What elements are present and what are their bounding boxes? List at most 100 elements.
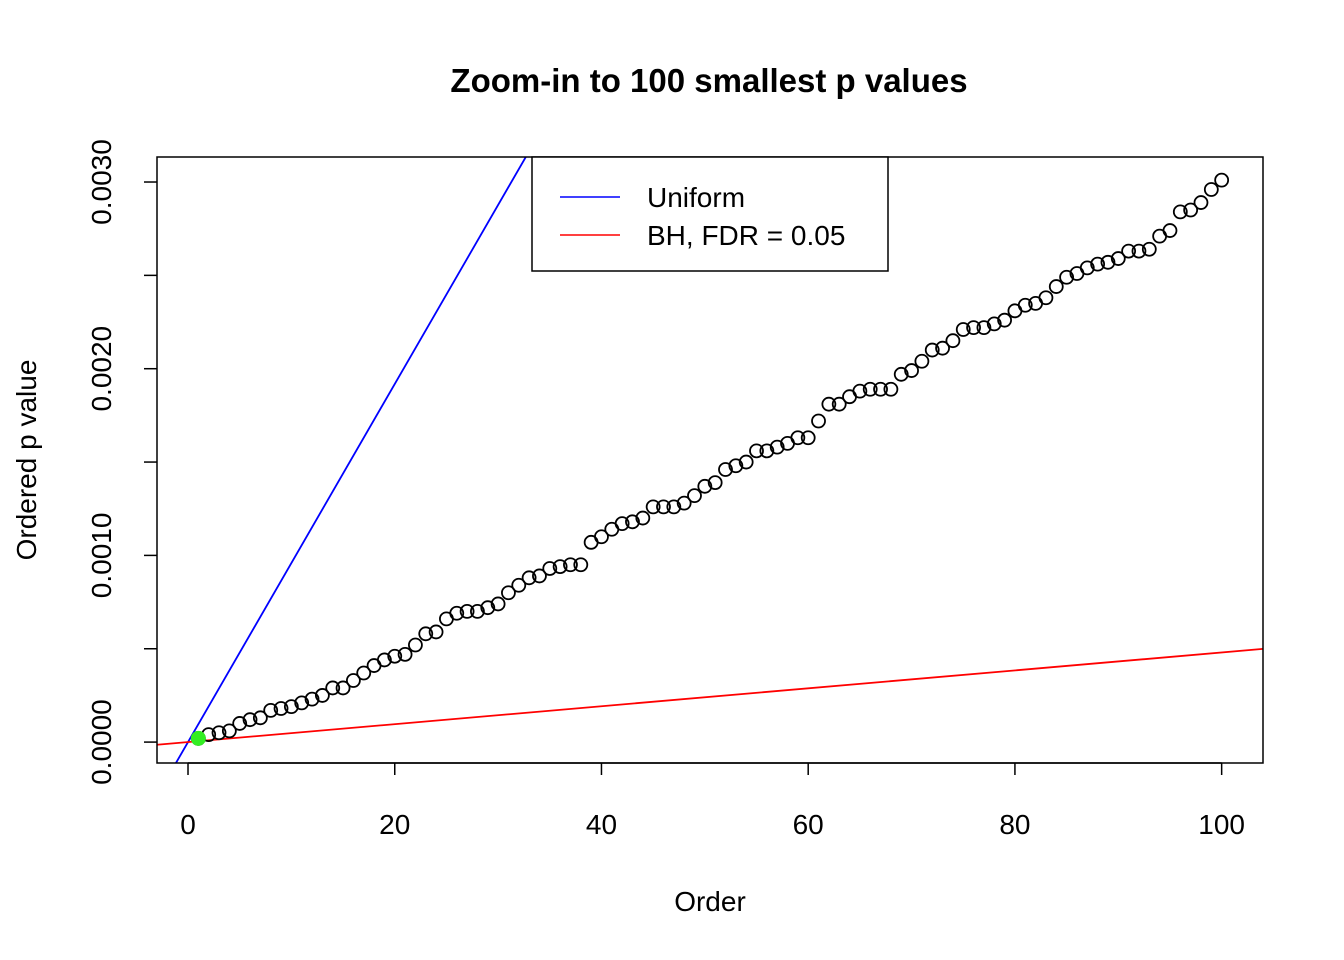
data-point xyxy=(449,605,465,621)
y-tick-label: 0.0000 xyxy=(86,699,117,785)
legend: Uniform BH, FDR = 0.05 xyxy=(531,156,889,272)
data-point xyxy=(1193,195,1209,210)
data-point xyxy=(1048,279,1064,294)
data-point xyxy=(697,478,713,494)
data-point xyxy=(521,570,537,586)
data-point xyxy=(594,529,609,545)
data-point xyxy=(480,600,496,616)
legend-box xyxy=(531,156,889,272)
data-point xyxy=(242,712,258,728)
x-tick-label: 60 xyxy=(793,809,824,840)
legend-label-uniform: Uniform xyxy=(647,182,745,213)
data-point xyxy=(852,383,868,399)
data-point xyxy=(387,648,403,664)
data-point xyxy=(1059,269,1075,285)
data-point xyxy=(252,710,268,726)
data-point xyxy=(1141,241,1157,257)
data-point xyxy=(501,585,516,601)
data-point xyxy=(904,363,919,378)
data-point xyxy=(821,396,837,412)
data-point xyxy=(211,725,227,741)
data-point xyxy=(831,396,847,412)
data-point xyxy=(966,320,981,336)
data-point xyxy=(997,312,1012,328)
data-point xyxy=(345,673,361,688)
data-point xyxy=(1183,202,1199,218)
data-point xyxy=(1090,256,1106,272)
data-point xyxy=(924,342,940,358)
data-point xyxy=(232,716,248,731)
data-point xyxy=(790,430,806,446)
data-point xyxy=(1203,182,1219,197)
data-point xyxy=(749,443,764,459)
data-point xyxy=(811,413,826,429)
data-point xyxy=(1214,172,1230,188)
data-point xyxy=(356,665,372,681)
data-point xyxy=(428,624,444,640)
data-point xyxy=(666,499,682,515)
data-point xyxy=(1017,297,1033,313)
data-point xyxy=(1162,223,1178,238)
data-point xyxy=(1172,204,1188,220)
data-point xyxy=(542,561,558,576)
x-tick-label: 80 xyxy=(999,809,1030,840)
data-point xyxy=(728,458,744,474)
highlighted-point xyxy=(190,730,206,746)
data-point xyxy=(1131,243,1147,259)
data-point xyxy=(759,443,775,459)
y-tick-label: 0.0010 xyxy=(86,513,117,599)
data-point xyxy=(294,695,310,711)
data-point xyxy=(459,604,475,619)
data-point xyxy=(893,366,909,382)
data-point xyxy=(914,353,930,369)
data-point xyxy=(490,596,506,612)
x-tick-label: 40 xyxy=(586,809,617,840)
data-point xyxy=(325,680,341,696)
uniform-line xyxy=(174,157,527,763)
data-point xyxy=(304,691,320,707)
data-point xyxy=(552,559,568,575)
data-point xyxy=(883,381,899,397)
data-point xyxy=(511,577,527,593)
y-axis-label: Ordered p value xyxy=(11,360,42,561)
data-point xyxy=(707,475,723,490)
data-point xyxy=(718,462,733,477)
data-point xyxy=(532,568,547,584)
data-point xyxy=(1121,243,1137,259)
data-point xyxy=(862,381,878,397)
data-point xyxy=(335,680,351,696)
data-point xyxy=(687,488,702,504)
data-point xyxy=(1110,251,1126,266)
x-tick-label: 0 xyxy=(180,809,196,840)
data-point xyxy=(645,499,661,515)
data-point xyxy=(470,604,485,619)
data-point xyxy=(976,320,992,336)
data-point xyxy=(945,333,961,349)
data-point xyxy=(656,499,671,515)
data-point xyxy=(635,510,651,526)
data-point xyxy=(955,322,971,337)
data-point xyxy=(221,723,237,739)
data-point xyxy=(563,557,578,573)
data-point xyxy=(1100,254,1116,270)
data-point xyxy=(377,652,392,668)
data-point xyxy=(263,702,279,718)
data-point xyxy=(408,637,423,653)
data-point xyxy=(625,514,640,530)
data-point xyxy=(800,430,816,446)
data-point xyxy=(676,495,692,511)
x-tick-label: 100 xyxy=(1198,809,1245,840)
data-point xyxy=(1038,290,1054,306)
x-tick-label: 20 xyxy=(379,809,410,840)
data-point xyxy=(273,701,289,716)
data-point xyxy=(738,454,754,470)
data-point xyxy=(418,626,434,642)
data-point xyxy=(1079,260,1095,276)
bh-line xyxy=(157,647,1263,746)
y-tick-label: 0.0030 xyxy=(86,139,117,225)
data-point xyxy=(314,688,330,703)
data-point xyxy=(986,316,1002,332)
legend-label-bh: BH, FDR = 0.05 xyxy=(647,220,845,251)
data-point xyxy=(397,646,413,662)
